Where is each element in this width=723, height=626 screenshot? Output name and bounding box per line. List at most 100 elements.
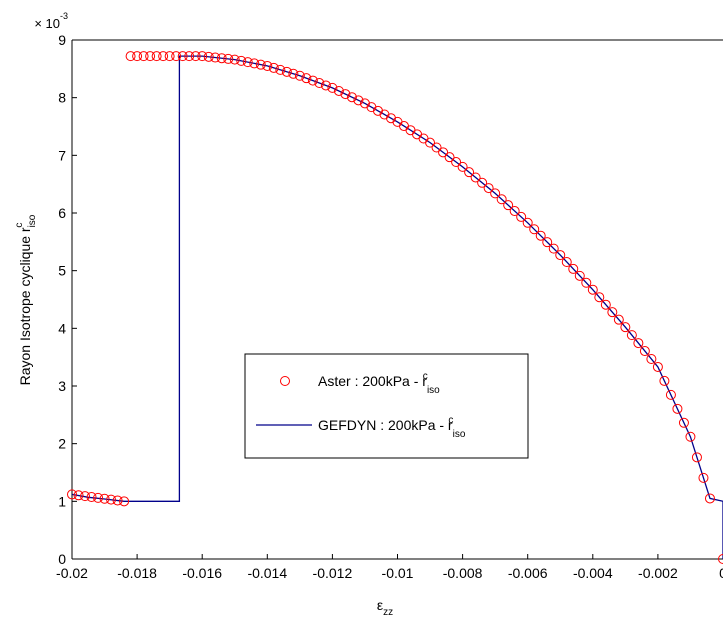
aster-point — [503, 200, 514, 211]
aster-point — [314, 78, 325, 89]
aster-point — [184, 51, 195, 62]
legend-label-gefdyn: GEFDYN : 200kPa - risoc — [318, 415, 466, 440]
aster-point — [112, 495, 123, 506]
aster-point — [203, 51, 214, 62]
x-tick-label: -0.01 — [382, 565, 414, 581]
legend-label-aster: Aster : 200kPa - risoc — [318, 371, 440, 396]
x-axis: -0.02 -0.018 -0.016 -0.014 -0.012 -0.01 -0.008… — [56, 554, 723, 581]
aster-point — [470, 172, 481, 183]
gefdyn-line — [71, 55, 723, 559]
aster-point — [607, 307, 618, 318]
aster-point — [425, 137, 436, 148]
aster-point — [483, 183, 494, 194]
aster-point — [229, 54, 240, 65]
aster-point — [451, 157, 462, 168]
aster-point — [665, 389, 676, 400]
aster-point — [281, 66, 292, 77]
aster-point — [73, 490, 84, 501]
aster-point — [568, 263, 579, 274]
aster-point — [125, 51, 136, 62]
y-tick-label: 4 — [58, 320, 66, 336]
aster-point — [548, 243, 559, 254]
y-tick-label: 0 — [58, 551, 66, 567]
y-tick-label: 8 — [58, 90, 66, 106]
y-tick-label: 3 — [58, 378, 66, 394]
aster-point — [255, 59, 266, 70]
legend-marker-aster — [280, 376, 290, 386]
x-tick-label: -0.018 — [117, 565, 157, 581]
aster-point — [327, 82, 338, 93]
aster-point — [210, 52, 221, 63]
aster-point — [594, 292, 605, 303]
aster-point — [197, 51, 208, 62]
aster-point — [691, 452, 702, 463]
legend: Aster : 200kPa - risoc GEFDYN : 200kPa -… — [244, 353, 529, 459]
aster-point — [633, 338, 644, 349]
aster-point — [158, 51, 169, 62]
x-tick-label: 0 — [719, 565, 723, 581]
aster-point — [626, 330, 637, 341]
aster-point — [294, 70, 305, 81]
aster-point — [704, 493, 715, 504]
y-tick-label: 9 — [58, 32, 66, 48]
aster-point — [490, 188, 501, 199]
series-aster — [67, 51, 723, 564]
aster-point — [659, 375, 670, 386]
aster-point — [477, 177, 488, 188]
x-tick-label: -0.006 — [508, 565, 548, 581]
aster-point — [249, 58, 260, 69]
y-tick-label: 5 — [58, 263, 66, 279]
aster-point — [340, 89, 351, 100]
y-axis: 0 1 2 3 4 5 6 7 8 9 — [58, 32, 77, 567]
aster-point — [698, 472, 709, 483]
aster-point — [613, 314, 624, 325]
aster-point — [678, 417, 689, 428]
aster-point — [275, 64, 286, 75]
x-tick-label: -0.004 — [573, 565, 613, 581]
aster-point — [171, 51, 182, 62]
aster-point — [555, 250, 566, 261]
y-tick-label: 2 — [58, 436, 66, 452]
aster-point — [223, 53, 234, 64]
aster-point — [67, 489, 77, 500]
x-tick-label: -0.014 — [247, 565, 287, 581]
aster-point — [672, 403, 683, 414]
x-tick-label: -0.016 — [182, 565, 222, 581]
aster-point — [529, 224, 540, 235]
aster-point — [639, 346, 650, 357]
y-tick-label: 7 — [58, 147, 66, 163]
aster-point — [93, 492, 104, 503]
aster-point — [646, 354, 657, 365]
aster-point — [685, 431, 696, 442]
aster-point — [431, 142, 442, 153]
aster-point — [346, 92, 357, 103]
y-tick-label: 6 — [58, 205, 66, 221]
x-tick-label: -0.02 — [56, 565, 88, 581]
aster-point — [320, 80, 331, 91]
aster-point — [542, 237, 553, 248]
aster-point — [561, 257, 572, 268]
x-tick-label: -0.012 — [313, 565, 353, 581]
aster-point — [535, 230, 546, 241]
aster-point — [106, 494, 117, 505]
aster-point — [444, 152, 455, 163]
aster-point — [262, 60, 273, 71]
aster-point — [80, 491, 91, 502]
aster-point — [509, 206, 520, 217]
y-tick-label: 1 — [58, 493, 66, 509]
aster-point — [574, 270, 585, 281]
aster-point — [718, 554, 723, 564]
aster-point — [138, 51, 149, 62]
aster-point — [242, 57, 253, 68]
aster-point — [464, 167, 475, 178]
aster-point — [288, 68, 299, 79]
aster-point — [457, 161, 468, 172]
aster-point — [516, 211, 527, 222]
aster-point — [600, 299, 611, 310]
aster-point — [86, 492, 97, 503]
aster-point — [522, 217, 533, 228]
aster-point — [132, 51, 143, 62]
x-tick-label: -0.008 — [443, 565, 483, 581]
aster-point — [353, 95, 364, 106]
